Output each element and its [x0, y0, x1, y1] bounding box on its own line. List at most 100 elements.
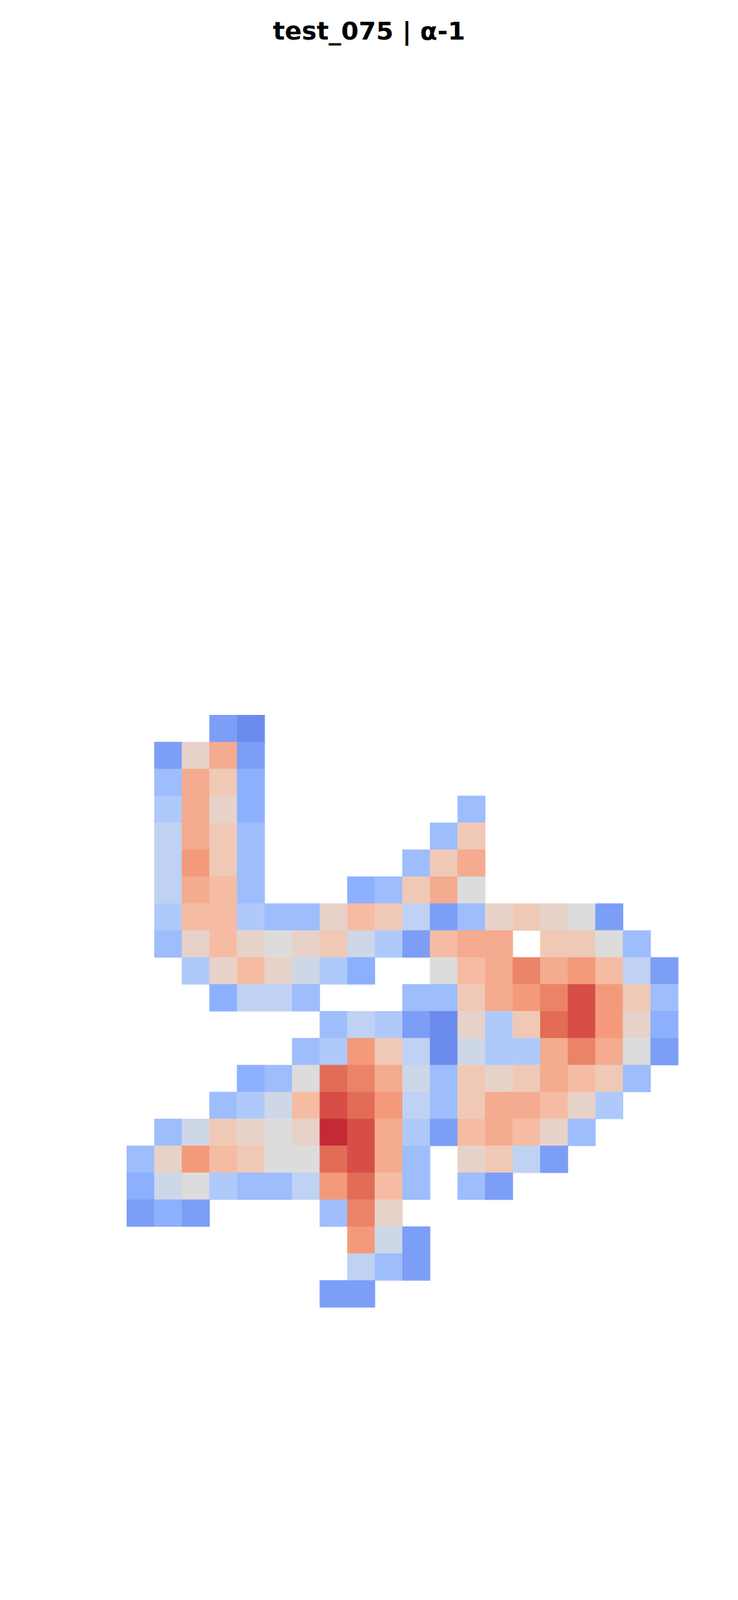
heatmap-cell	[319, 1199, 348, 1227]
heatmap-cell	[182, 1199, 210, 1227]
heatmap-cell	[430, 1038, 458, 1066]
heatmap-cell	[209, 1091, 237, 1119]
heatmap-cell	[540, 1065, 568, 1093]
heatmap-cell	[346, 1091, 375, 1119]
heatmap-cell	[236, 956, 265, 984]
heatmap-cell	[374, 876, 403, 904]
heatmap-cell	[346, 1011, 375, 1039]
heatmap-cells	[126, 714, 679, 1308]
heatmap-cell	[264, 1065, 293, 1093]
heatmap-cell	[512, 1091, 541, 1119]
heatmap-cell	[182, 1172, 210, 1200]
heatmap-cell	[457, 1118, 486, 1146]
heatmap-cell	[457, 930, 486, 958]
heatmap-cell	[650, 984, 678, 1012]
heatmap-cell	[292, 1038, 320, 1066]
heatmap-cell	[346, 1172, 375, 1200]
heatmap-cell	[457, 1065, 486, 1093]
heatmap-cell	[154, 1172, 183, 1200]
heatmap-cell	[319, 1065, 348, 1093]
heatmap-cell	[540, 1038, 568, 1066]
heatmap-cell	[484, 1011, 513, 1039]
heatmap-cell	[346, 876, 375, 904]
heatmap-cell	[346, 1145, 375, 1173]
heatmap-cell	[292, 1145, 320, 1173]
heatmap-cell	[457, 1145, 486, 1173]
heatmap-cell	[512, 1118, 541, 1146]
heatmap-cell	[319, 903, 348, 931]
heatmap-cell	[292, 1118, 320, 1146]
heatmap-cell	[236, 849, 265, 877]
heatmap-cell	[209, 741, 237, 769]
heatmap-cell	[540, 1145, 568, 1173]
heatmap-cell	[540, 1118, 568, 1146]
heatmap-cell	[209, 714, 237, 742]
heatmap-cell	[595, 984, 624, 1012]
heatmap-cell	[512, 1065, 541, 1093]
heatmap-cell	[484, 903, 513, 931]
heatmap-cell	[374, 1065, 403, 1093]
heatmap-cell	[264, 1172, 293, 1200]
heatmap-cell	[182, 849, 210, 877]
heatmap-cell	[567, 1091, 596, 1119]
heatmap-cell	[430, 984, 458, 1012]
heatmap-cell	[402, 1145, 431, 1173]
heatmap-cell	[182, 956, 210, 984]
heatmap-cell	[402, 984, 431, 1012]
heatmap-cell	[484, 1118, 513, 1146]
heatmap-cell	[540, 903, 568, 931]
heatmap-cell	[430, 822, 458, 850]
heatmap-cell	[457, 876, 486, 904]
heatmap-cell	[182, 768, 210, 797]
heatmap-cell	[154, 903, 183, 931]
heatmap-cell	[374, 903, 403, 931]
heatmap-cell	[402, 1226, 431, 1254]
heatmap-cell	[402, 1011, 431, 1039]
heatmap-cell	[512, 956, 541, 984]
heatmap-cell	[374, 1011, 403, 1039]
heatmap-cell	[126, 1172, 155, 1200]
heatmap-cell	[209, 1172, 237, 1200]
heatmap-cell	[154, 1199, 183, 1227]
heatmap-cell	[512, 984, 541, 1012]
heatmap-cell	[182, 741, 210, 769]
heatmap-cell	[457, 795, 486, 823]
heatmap-cell	[236, 822, 265, 850]
heatmap-cell	[430, 930, 458, 958]
heatmap-cell	[154, 768, 183, 797]
heatmap-cell	[292, 1091, 320, 1119]
heatmap-cell	[484, 1038, 513, 1066]
heatmap-cell	[540, 956, 568, 984]
heatmap-cell	[374, 1038, 403, 1066]
heatmap-cell	[346, 903, 375, 931]
heatmap-cell	[402, 849, 431, 877]
heatmap-cell	[567, 1065, 596, 1093]
heatmap-cell	[346, 1065, 375, 1093]
heatmap-cell	[209, 849, 237, 877]
heatmap-cell	[484, 984, 513, 1012]
heatmap-cell	[319, 1172, 348, 1200]
heatmap-cell	[595, 930, 624, 958]
heatmap-cell	[430, 956, 458, 984]
heatmap-cell	[402, 876, 431, 904]
chart: test_075 | α-1	[0, 0, 738, 1600]
heatmap-cell	[622, 930, 651, 958]
heatmap-cell	[182, 876, 210, 904]
heatmap-cell	[264, 1091, 293, 1119]
heatmap-cell	[209, 822, 237, 850]
heatmap-cell	[374, 930, 403, 958]
heatmap-cell	[236, 1091, 265, 1119]
heatmap-cell	[457, 956, 486, 984]
heatmap-cell	[402, 1038, 431, 1066]
heatmap-cell	[540, 984, 568, 1012]
heatmap-cell	[484, 1091, 513, 1119]
heatmap-cell	[512, 1145, 541, 1173]
heatmap-cell	[457, 822, 486, 850]
heatmap-cell	[182, 1145, 210, 1173]
heatmap-cell	[236, 768, 265, 797]
heatmap-cell	[540, 1011, 568, 1039]
heatmap-cell	[567, 930, 596, 958]
heatmap-cell	[402, 1253, 431, 1281]
heatmap-cell	[346, 956, 375, 984]
heatmap-cell	[236, 984, 265, 1012]
